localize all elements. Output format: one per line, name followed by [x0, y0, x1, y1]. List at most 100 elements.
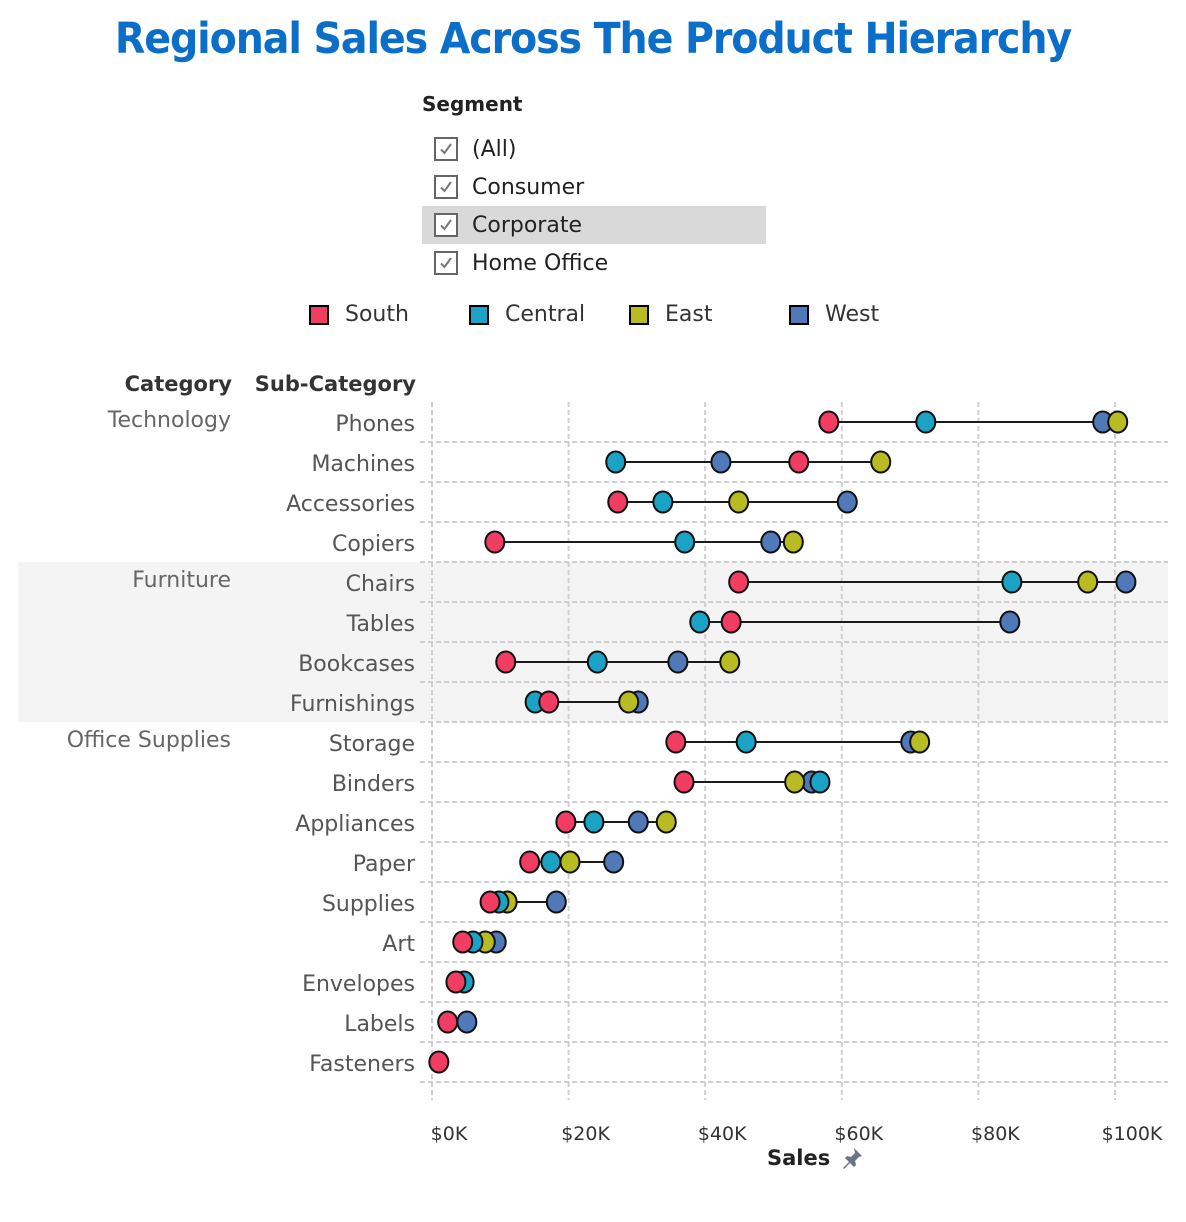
- dot-south: [428, 1050, 450, 1074]
- dot-west: [603, 850, 625, 874]
- legend-item-west[interactable]: West: [789, 302, 879, 327]
- subcategory-label: Appliances: [295, 812, 415, 837]
- subcategory-label: Fasteners: [309, 1052, 415, 1077]
- dot-south: [818, 410, 840, 434]
- segment-option-label: Corporate: [472, 212, 582, 238]
- legend-item-south[interactable]: South: [309, 302, 409, 327]
- dot-south: [607, 490, 629, 514]
- checkbox[interactable]: [434, 137, 458, 161]
- dot-central: [809, 770, 831, 794]
- subcategory-label: Envelopes: [302, 972, 415, 997]
- dot-east: [870, 450, 892, 474]
- dot-south: [452, 930, 474, 954]
- dot-south: [519, 850, 541, 874]
- subcategory-label: Tables: [346, 612, 415, 637]
- legend-swatch: [789, 304, 809, 325]
- segment-option[interactable]: Consumer: [422, 168, 766, 206]
- subcategory-label: Chairs: [346, 572, 415, 597]
- subcategory-label: Bookcases: [298, 652, 415, 677]
- dot-east: [559, 850, 581, 874]
- dot-east: [655, 810, 677, 834]
- x-axis-title-text: Sales: [767, 1146, 831, 1170]
- legend: South Central East West: [0, 302, 1186, 338]
- x-tick-label: $40K: [698, 1123, 747, 1145]
- x-axis-title: Sales: [767, 1146, 864, 1170]
- subcategory-label: Copiers: [332, 532, 415, 557]
- subcategory-label: Machines: [311, 452, 415, 477]
- x-tick-label: $60K: [834, 1123, 883, 1145]
- segment-option-label: (All): [472, 136, 517, 162]
- check-icon: [440, 257, 452, 269]
- dot-east: [909, 730, 931, 754]
- legend-label: South: [345, 302, 409, 327]
- chart-title: Regional Sales Across The Product Hierar…: [114, 14, 1072, 64]
- subcategory-label: Storage: [329, 732, 415, 757]
- dot-west: [627, 810, 649, 834]
- subcategory-header: Sub-Category: [254, 372, 416, 396]
- segment-option-label: Consumer: [472, 174, 585, 200]
- legend-swatch: [629, 304, 649, 325]
- legend-label: West: [825, 302, 880, 327]
- x-tick-label: $20K: [561, 1123, 610, 1145]
- dot-east: [728, 490, 750, 514]
- segment-filter: Segment (All) Consumer Corporate Home Offic…: [422, 90, 766, 282]
- dot-south: [720, 610, 742, 634]
- checkbox[interactable]: [434, 213, 458, 237]
- subcategory-label: Art: [382, 932, 415, 957]
- category-label: Furniture: [132, 568, 231, 593]
- segment-option[interactable]: (All): [422, 130, 766, 168]
- x-tick-label: $100K: [1102, 1123, 1163, 1145]
- category-header: Category: [124, 372, 232, 396]
- dot-central: [583, 810, 605, 834]
- dot-west: [710, 450, 732, 474]
- subcategory-label: Paper: [353, 852, 416, 877]
- dot-west: [999, 610, 1021, 634]
- dot-east: [784, 770, 806, 794]
- dot-central: [735, 730, 757, 754]
- segment-filter-list: (All) Consumer Corporate Home Office: [422, 130, 766, 282]
- dot-east: [618, 690, 640, 714]
- dot-west: [836, 490, 858, 514]
- legend-item-east[interactable]: East: [629, 302, 712, 327]
- x-tick-label: $80K: [971, 1123, 1020, 1145]
- dot-west: [456, 1010, 478, 1034]
- dot-south: [728, 570, 750, 594]
- checkbox[interactable]: [434, 251, 458, 275]
- dot-south: [538, 690, 560, 714]
- pin-icon[interactable]: [840, 1146, 864, 1170]
- dot-south: [555, 810, 577, 834]
- subcategory-label: Accessories: [286, 492, 415, 517]
- subcategory-label: Phones: [335, 412, 415, 437]
- dot-south: [445, 970, 467, 994]
- dot-west: [545, 890, 567, 914]
- dot-west: [760, 530, 782, 554]
- dot-west: [667, 650, 689, 674]
- dot-central: [605, 450, 627, 474]
- dot-central: [652, 490, 674, 514]
- dot-central: [689, 610, 711, 634]
- legend-label: East: [665, 302, 713, 327]
- legend-item-central[interactable]: Central: [469, 302, 585, 327]
- dot-south: [673, 770, 695, 794]
- dot-central: [674, 530, 696, 554]
- segment-option[interactable]: Home Office: [422, 244, 766, 282]
- segment-filter-title: Segment: [422, 92, 523, 116]
- dot-south: [484, 530, 506, 554]
- dot-south: [437, 1010, 459, 1034]
- category-label: Office Supplies: [67, 728, 231, 753]
- subcategory-label: Supplies: [322, 892, 415, 917]
- dot-central: [540, 850, 562, 874]
- subcategory-label: Labels: [344, 1012, 415, 1037]
- segment-option[interactable]: Corporate: [422, 206, 766, 244]
- subcategory-label: Furnishings: [290, 692, 415, 717]
- dot-east: [782, 530, 804, 554]
- check-icon: [440, 219, 452, 231]
- checkbox[interactable]: [434, 175, 458, 199]
- subcategory-label: Binders: [332, 772, 415, 797]
- check-icon: [440, 143, 452, 155]
- dot-south: [495, 650, 517, 674]
- check-icon: [440, 181, 452, 193]
- legend-swatch: [309, 304, 329, 325]
- dot-east: [719, 650, 741, 674]
